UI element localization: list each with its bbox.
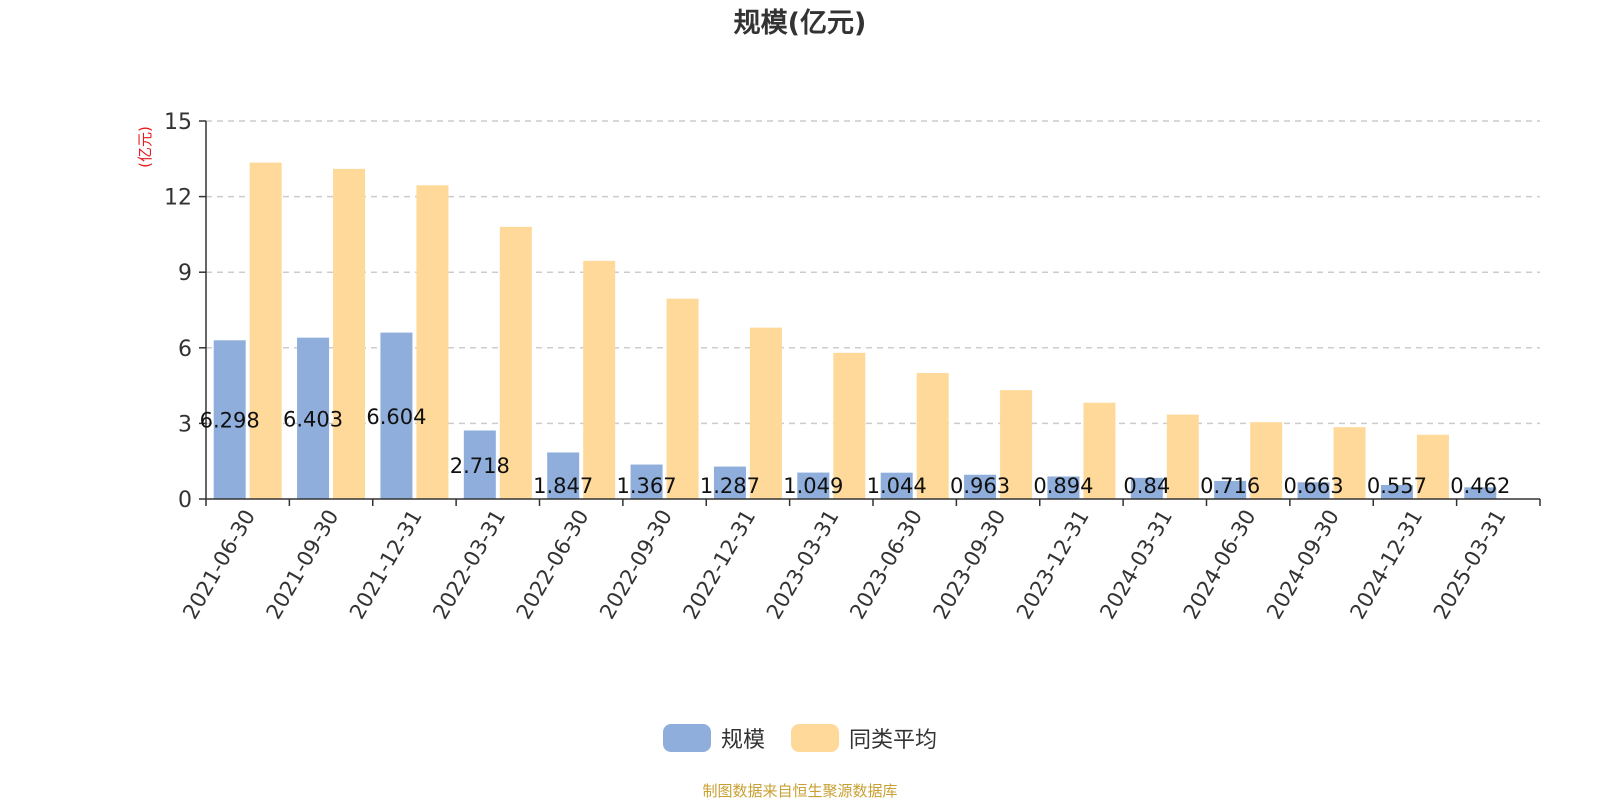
- x-tick-label: 2023-03-31: [762, 506, 844, 624]
- legend-item-series-2[interactable]: 同类平均: [791, 722, 937, 754]
- x-tick-label: 2022-06-30: [512, 506, 594, 624]
- bar-series-1: [1214, 480, 1247, 499]
- bar-series-1: [463, 430, 496, 499]
- legend-label-series-1: 规模: [720, 728, 765, 753]
- data-label-series-1: 1.287: [700, 474, 760, 498]
- data-labels: 6.298 6.403 6.604 2.718 1.847 1.367 1.287 1.049…: [200, 405, 1511, 498]
- y-tick-label: 15: [164, 110, 192, 135]
- bar-series-1: [630, 464, 663, 499]
- x-tick-label: 2024-06-30: [1179, 506, 1261, 624]
- bar-series-2: [833, 352, 866, 499]
- bar-series-1: [964, 474, 997, 499]
- data-label-series-1: 0.557: [1367, 474, 1427, 498]
- x-tick-label: 2024-09-30: [1262, 506, 1344, 624]
- bar-series-2: [916, 373, 949, 499]
- x-tick-label: 2022-03-31: [428, 506, 510, 624]
- bar-series-2: [1166, 414, 1199, 499]
- bar-series-1: [297, 337, 330, 499]
- x-tick-label: 2023-09-30: [929, 506, 1011, 624]
- y-tick-label: 3: [178, 412, 192, 437]
- bar-series-2: [749, 327, 782, 499]
- data-label-series-1: 2.718: [450, 454, 510, 478]
- data-label-series-1: 1.847: [533, 474, 593, 498]
- bar-series-1: [213, 340, 246, 499]
- bar-series-1: [713, 466, 746, 499]
- y-tick-label: 12: [164, 186, 192, 211]
- bar-series-2: [1000, 390, 1033, 499]
- legend-swatch-series-1: [662, 724, 711, 752]
- y-axis-unit-label: (亿元): [136, 126, 154, 168]
- bar-series-1: [1297, 482, 1330, 499]
- data-label-series-1: 0.963: [950, 474, 1010, 498]
- data-label-series-1: 1.044: [867, 474, 927, 498]
- bar-series-1: [380, 332, 413, 499]
- bar-series-2: [583, 260, 616, 499]
- data-label-series-1: 6.298: [200, 409, 260, 433]
- x-tick-label: 2021-12-31: [345, 506, 427, 624]
- data-label-series-1: 6.604: [366, 405, 426, 429]
- chart-title: 规模(亿元): [733, 8, 867, 39]
- bar-series-2: [333, 168, 366, 499]
- bar-series-1: [547, 452, 580, 499]
- x-tick-label: 2024-12-31: [1345, 506, 1427, 624]
- bar-series-1: [1380, 484, 1413, 499]
- x-tick-label: 2024-03-31: [1095, 506, 1177, 624]
- bar-series-1: [1047, 476, 1080, 499]
- bar-series-2: [499, 226, 532, 499]
- data-label-series-1: 0.663: [1284, 474, 1344, 498]
- bar-series-2: [1083, 402, 1116, 499]
- y-tick-label: 9: [178, 261, 192, 286]
- data-label-series-1: 0.716: [1200, 474, 1260, 498]
- bar-series-2: [1416, 434, 1449, 499]
- bar-series-1: [797, 472, 830, 499]
- bar-series-2: [1250, 422, 1283, 499]
- bars: [213, 162, 1497, 499]
- data-label-series-1: 0.894: [1033, 474, 1093, 498]
- x-tick-label: 2021-09-30: [262, 506, 344, 624]
- bar-series-2: [416, 185, 449, 499]
- x-tick-label: 2023-06-30: [845, 506, 927, 624]
- x-tick-label: 2022-09-30: [595, 506, 677, 624]
- bar-series-1: [880, 472, 913, 499]
- legend: 规模 同类平均: [0, 722, 1600, 754]
- x-tick-label: 2025-03-31: [1429, 506, 1511, 624]
- data-label-series-1: 0.462: [1450, 474, 1510, 498]
- data-label-series-1: 6.403: [283, 407, 343, 431]
- bar-series-2: [1333, 427, 1366, 499]
- data-label-series-1: 1.049: [783, 474, 843, 498]
- bar-series-1: [1130, 477, 1163, 499]
- bar-series-2: [249, 162, 282, 499]
- source-note: 制图数据来自恒生聚源数据库: [702, 782, 898, 800]
- legend-swatch-series-2: [791, 724, 839, 752]
- x-tick-label: 2023-12-31: [1012, 506, 1094, 624]
- y-tick-label: 0: [178, 488, 192, 513]
- bar-series-1: [1464, 487, 1497, 499]
- data-label-series-1: 1.367: [617, 474, 677, 498]
- data-label-series-1: 0.84: [1123, 474, 1170, 498]
- x-tick-label: 2021-06-30: [178, 506, 260, 624]
- x-tick-label: 2022-12-31: [678, 506, 760, 624]
- y-tick-label: 6: [178, 337, 192, 362]
- legend-item-series-1[interactable]: 规模: [662, 722, 765, 754]
- bar-series-2: [666, 298, 699, 499]
- legend-label-series-2: 同类平均: [849, 728, 938, 753]
